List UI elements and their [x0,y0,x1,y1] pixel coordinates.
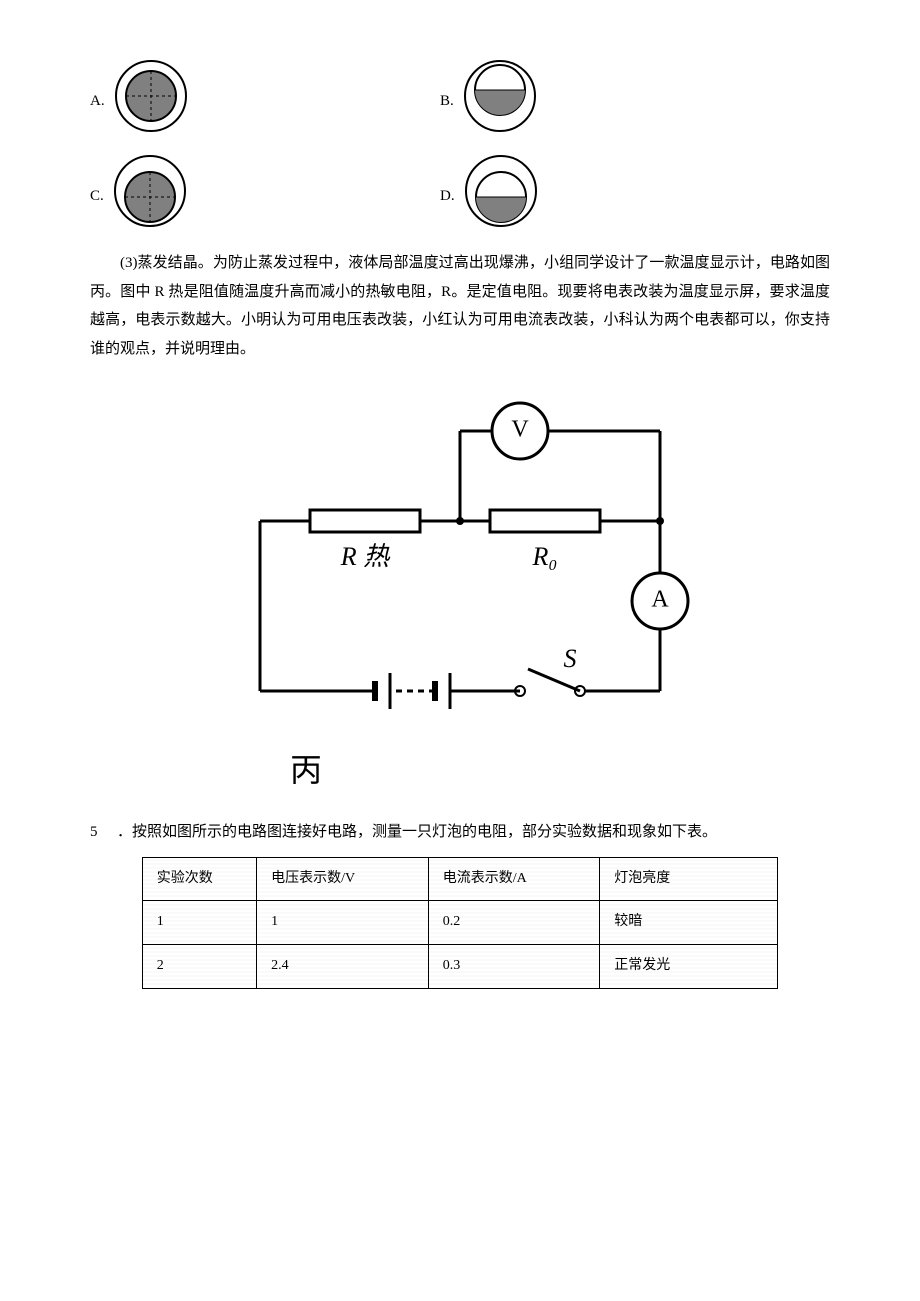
q5-number: 5 [90,818,117,847]
table-cell: 较暗 [600,901,778,945]
option-D-label: D. [440,182,455,211]
option-C: C. [90,155,440,238]
option-A-figure [115,60,187,143]
option-A: A. [90,60,440,143]
table-cell: 0.3 [428,944,600,988]
options-row-1: A. B. [90,60,830,143]
circuit-svg-container: VR 热R₀AS [220,709,700,725]
q5-intro: 5．按照如图所示的电路图连接好电路，测量一只灯泡的电阻，部分实验数据和现象如下表… [90,818,830,847]
table-cell: 1 [257,901,429,945]
table-cell: 2.4 [257,944,429,988]
table-cell: 2 [142,944,256,988]
table-header-cell: 电压表示数/V [257,857,429,901]
svg-text:A: A [651,587,669,613]
option-D-figure [465,155,537,238]
table-header-cell: 灯泡亮度 [600,857,778,901]
svg-text:R₀: R₀ [532,542,558,571]
table-header-cell: 实验次数 [142,857,256,901]
q5-data-table: 实验次数电压表示数/V电流表示数/A灯泡亮度110.2较暗22.40.3正常发光 [142,857,778,989]
q3-paragraph: (3)蒸发结晶。为防止蒸发过程中，液体局部温度过高出现爆沸，小组同学设计了一款温… [90,249,830,363]
table-header-cell: 电流表示数/A [428,857,600,901]
option-A-label: A. [90,87,105,116]
table-cell: 0.2 [428,901,600,945]
svg-text:R 热: R 热 [340,542,391,571]
option-D: D. [440,155,537,238]
option-C-figure [114,155,186,238]
option-B: B. [440,60,536,143]
svg-text:S: S [564,644,577,673]
table-row: 110.2较暗 [142,901,777,945]
svg-text:V: V [511,417,529,443]
circuit-figure: V R 热 R₀ A S [90,391,830,732]
option-C-label: C. [90,182,104,211]
options-grid: A. B. C. D. [90,60,830,237]
q5-intro-text: ．按照如图所示的电路图连接好电路，测量一只灯泡的电阻，部分实验数据和现象如下表。 [117,824,717,840]
table-cell: 1 [142,901,256,945]
table-header-row: 实验次数电压表示数/V电流表示数/A灯泡亮度 [142,857,777,901]
table-cell: 正常发光 [600,944,778,988]
option-B-figure [464,60,536,143]
circuit-label: 丙 [290,740,830,801]
options-row-2: C. D. [90,155,830,238]
option-B-label: B. [440,87,454,116]
table-row: 22.40.3正常发光 [142,944,777,988]
